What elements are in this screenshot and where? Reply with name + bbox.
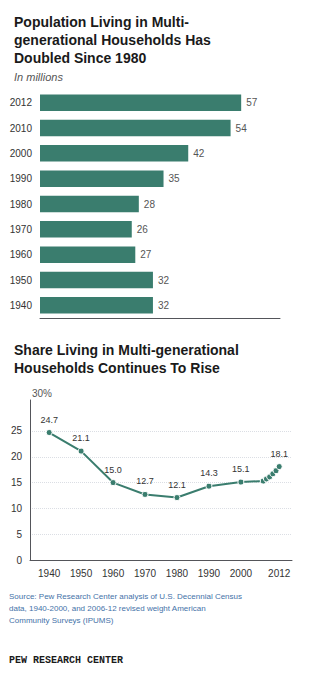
svg-text:24.7: 24.7: [40, 415, 58, 425]
svg-text:18.1: 18.1: [270, 449, 288, 459]
svg-text:12.7: 12.7: [136, 476, 154, 486]
svg-text:1940: 1940: [10, 300, 33, 311]
svg-text:1960: 1960: [102, 568, 125, 579]
svg-text:PEW RESEARCH CENTER: PEW RESEARCH CENTER: [9, 655, 123, 666]
svg-text:32: 32: [158, 300, 170, 311]
svg-text:35: 35: [169, 173, 181, 184]
svg-text:10: 10: [11, 503, 23, 514]
svg-text:2012: 2012: [10, 97, 33, 108]
svg-text:28: 28: [144, 199, 156, 210]
svg-text:27: 27: [140, 249, 152, 260]
svg-text:32: 32: [158, 275, 170, 286]
svg-text:2000: 2000: [10, 148, 33, 159]
svg-text:1980: 1980: [166, 568, 189, 579]
svg-text:Source: Pew Research Center an: Source: Pew Research Center analysis of …: [9, 592, 242, 601]
svg-text:30%: 30%: [32, 388, 52, 399]
svg-text:5: 5: [16, 529, 22, 540]
svg-text:2010: 2010: [10, 123, 33, 134]
svg-text:1980: 1980: [10, 199, 33, 210]
svg-text:2012: 2012: [268, 568, 291, 579]
svg-text:1950: 1950: [10, 275, 33, 286]
svg-text:12.1: 12.1: [168, 480, 186, 490]
svg-text:generational Households Has: generational Households Has: [14, 32, 211, 48]
svg-text:25: 25: [11, 425, 23, 436]
svg-text:1940: 1940: [38, 568, 61, 579]
svg-text:1970: 1970: [10, 224, 33, 235]
svg-text:54: 54: [236, 123, 248, 134]
svg-text:Population Living in Multi-: Population Living in Multi-: [14, 14, 189, 30]
svg-text:In millions: In millions: [14, 71, 63, 83]
svg-text:Households Continues To Rise: Households Continues To Rise: [14, 360, 220, 376]
svg-text:15.1: 15.1: [232, 464, 250, 474]
svg-text:1990: 1990: [10, 173, 33, 184]
svg-text:15.0: 15.0: [104, 465, 122, 475]
svg-text:26: 26: [137, 224, 149, 235]
svg-text:21.1: 21.1: [72, 433, 90, 443]
svg-text:0: 0: [16, 555, 22, 566]
svg-text:2000: 2000: [230, 568, 253, 579]
svg-text:1990: 1990: [198, 568, 221, 579]
svg-text:1970: 1970: [134, 568, 157, 579]
svg-text:14.3: 14.3: [200, 468, 218, 478]
svg-text:data, 1940-2000, and 2006-12 r: data, 1940-2000, and 2006-12 revised wei…: [9, 604, 206, 613]
svg-text:Community Surveys (IPUMS): Community Surveys (IPUMS): [9, 616, 114, 625]
svg-text:1960: 1960: [10, 249, 33, 260]
svg-text:42: 42: [193, 148, 205, 159]
svg-text:20: 20: [11, 451, 23, 462]
svg-text:1950: 1950: [70, 568, 93, 579]
svg-text:Share Living in Multi-generati: Share Living in Multi-generational: [14, 342, 239, 358]
svg-text:15: 15: [11, 477, 23, 488]
svg-text:Doubled Since 1980: Doubled Since 1980: [14, 50, 146, 66]
svg-text:57: 57: [246, 97, 258, 108]
